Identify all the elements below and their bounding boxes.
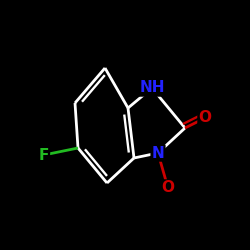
Text: O: O	[162, 180, 174, 196]
Text: O: O	[198, 110, 211, 126]
Text: NH: NH	[139, 80, 165, 96]
Text: F: F	[38, 148, 49, 162]
Text: N: N	[152, 146, 164, 160]
